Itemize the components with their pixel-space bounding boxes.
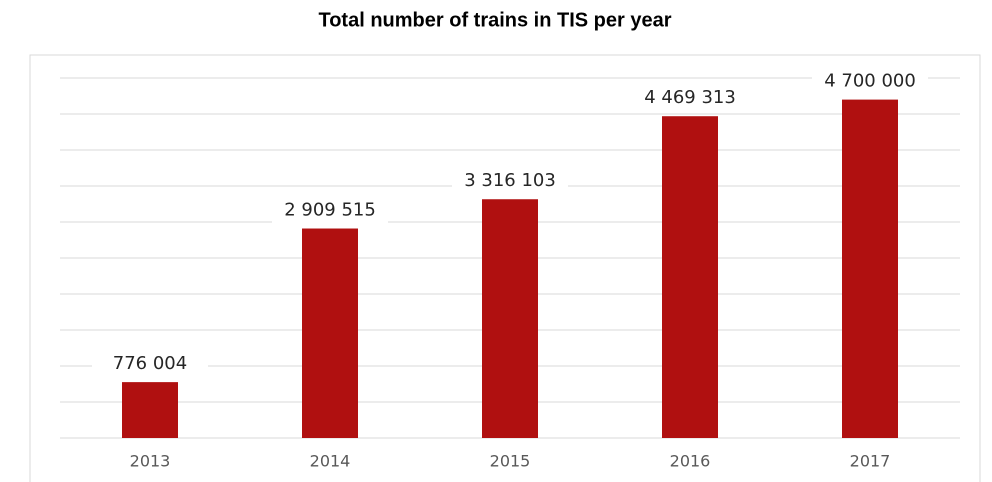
x-tick-label: 2016 xyxy=(670,452,711,471)
bar xyxy=(482,199,538,438)
data-label-bg xyxy=(812,69,928,94)
data-label-bg xyxy=(632,86,748,111)
plot-frame xyxy=(29,54,981,482)
bar xyxy=(662,116,718,438)
x-tick-label: 2017 xyxy=(850,452,891,471)
bar xyxy=(842,99,898,438)
data-label: 4 469 313 xyxy=(644,87,736,108)
x-tick-label: 2014 xyxy=(310,452,351,471)
data-label: 3 316 103 xyxy=(464,170,556,191)
data-label-bg xyxy=(272,198,388,223)
x-tick-label: 2015 xyxy=(490,452,531,471)
data-label: 776 004 xyxy=(113,353,187,374)
bar xyxy=(122,382,178,438)
data-label: 2 909 515 xyxy=(284,200,376,221)
data-label-bg xyxy=(452,169,568,194)
data-label-bg xyxy=(92,352,208,377)
x-tick-label: 2013 xyxy=(130,452,171,471)
data-label: 4 700 000 xyxy=(824,71,916,92)
chart-title: Total number of trains in TIS per year xyxy=(318,9,671,31)
bar xyxy=(302,228,358,438)
